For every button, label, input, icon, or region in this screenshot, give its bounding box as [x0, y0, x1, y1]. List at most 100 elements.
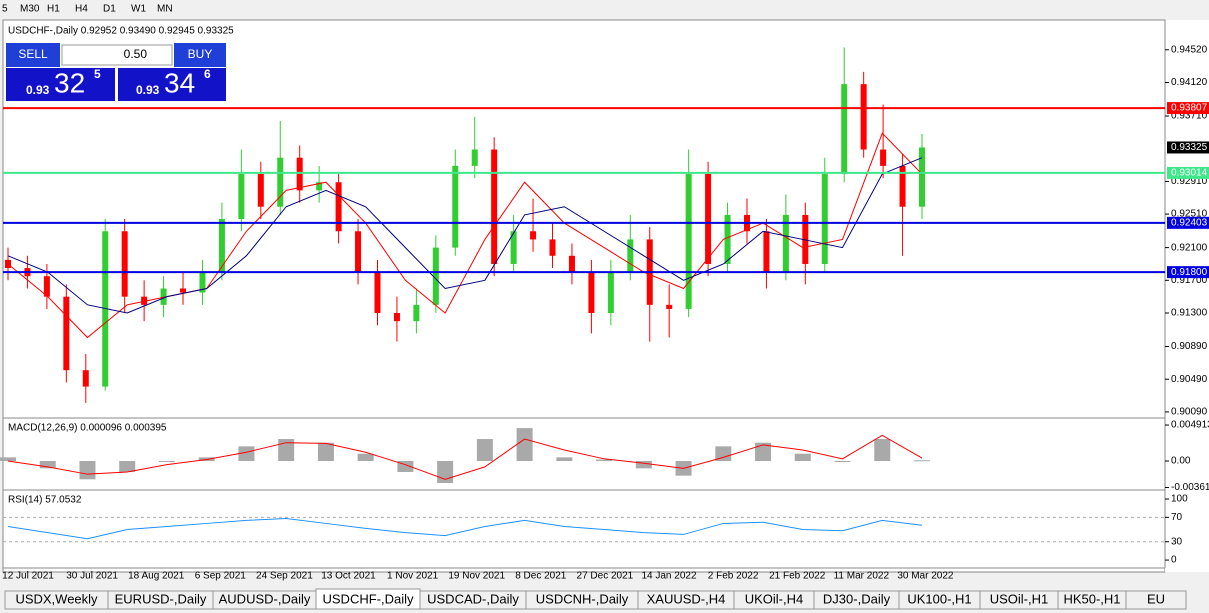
macd-bar: [397, 461, 414, 472]
y-tick-label: 30: [1171, 536, 1183, 547]
timeframe-button[interactable]: 5: [2, 4, 8, 15]
tab[interactable]: [1125, 590, 1187, 610]
y-tick-label: 0.93710: [1171, 111, 1208, 122]
candle-body: [199, 272, 206, 293]
level-label: 0.93014: [1171, 168, 1208, 179]
timeframe-button[interactable]: M30: [20, 4, 40, 15]
candle-body: [705, 174, 712, 264]
ask-pips: 34: [164, 67, 195, 98]
candle-body: [666, 304, 673, 309]
sell-button[interactable]: [6, 43, 60, 67]
candle-body: [568, 255, 575, 273]
candle-body: [491, 149, 498, 264]
moving-average: [7, 132, 923, 339]
y-tick-label: 70: [1171, 512, 1183, 523]
tab-label: EU: [1147, 591, 1165, 606]
candle-body: [782, 214, 789, 273]
last-price-tag: [1167, 141, 1209, 154]
x-tick-label: 24 Sep 2021: [256, 571, 313, 582]
x-tick-label: 1 Nov 2021: [387, 571, 439, 582]
tab-label: DJ30-,Daily: [823, 591, 891, 606]
candle-body: [588, 272, 595, 314]
tab-label: USDCHF-,Daily: [323, 591, 415, 606]
candle-body: [238, 174, 245, 219]
level-tag: [1167, 102, 1209, 115]
x-tick-label: 12 Jul 2021: [2, 571, 54, 582]
level-label: 0.92403: [1171, 217, 1208, 228]
y-tick-label: 0: [1171, 555, 1177, 566]
x-tick-label: 18 Aug 2021: [128, 571, 185, 582]
tab-label: AUDUSD-,Daily: [219, 591, 311, 606]
y-tick-label: 0.92510: [1171, 209, 1208, 220]
y-tick-label: 0.92100: [1171, 242, 1208, 253]
y-tick-label: 0.90090: [1171, 407, 1208, 418]
candle-body: [899, 165, 906, 207]
y-tick-label: 100: [1171, 494, 1188, 505]
candle-body: [549, 239, 556, 256]
y-tick-label: 0.94520: [1171, 44, 1208, 55]
candle-body: [860, 84, 867, 150]
candle-body: [821, 174, 828, 264]
level-label: 0.93807: [1171, 103, 1208, 114]
ask-box[interactable]: [118, 68, 226, 101]
timeframe-button[interactable]: D1: [103, 4, 116, 15]
candle-body: [180, 288, 187, 293]
timeframe-button[interactable]: H1: [47, 4, 60, 15]
tab-label: UKOil-,H4: [745, 591, 804, 606]
level-label: 0.91800: [1171, 267, 1208, 278]
candle-body: [763, 231, 770, 273]
candle-body: [413, 304, 420, 322]
lot-input[interactable]: [61, 44, 173, 66]
y-tick-label: 0.90490: [1171, 374, 1208, 385]
macd-bar: [715, 446, 732, 462]
ask-point: 6: [204, 67, 211, 81]
bid-box[interactable]: [6, 68, 115, 101]
macd-bar: [794, 453, 811, 462]
timeframe-button[interactable]: H4: [75, 4, 88, 15]
bid-pips: 32: [54, 67, 85, 98]
macd-bar: [635, 461, 652, 469]
candle-body: [510, 231, 517, 264]
x-tick-label: 6 Sep 2021: [195, 571, 247, 582]
candle-body: [277, 157, 284, 207]
candle-body: [880, 149, 887, 166]
candle-body: [530, 231, 537, 240]
macd-bar: [39, 461, 56, 469]
level-tag: [1167, 216, 1209, 229]
x-tick-label: 11 Mar 2022: [834, 571, 890, 582]
candle-body: [919, 147, 925, 207]
x-tick-label: 19 Nov 2021: [448, 571, 505, 582]
x-tick-label: 30 Jul 2021: [66, 571, 118, 582]
candle-body: [82, 370, 89, 387]
macd-signal: [7, 434, 923, 480]
buy-button[interactable]: [174, 43, 226, 67]
macd-bar: [158, 461, 175, 463]
y-tick-label: 0.90890: [1171, 341, 1208, 352]
y-tick-label: 0.00: [1171, 456, 1191, 467]
x-tick-label: 21 Feb 2022: [769, 571, 826, 582]
candle-body: [841, 84, 848, 175]
macd-title: MACD(12,26,9) 0.000096 0.000395: [8, 423, 167, 434]
tab-label: USDCAD-,Daily: [427, 591, 519, 606]
y-tick-label: 0.94120: [1171, 77, 1208, 88]
bid-big: 0.93: [26, 83, 50, 97]
macd-bar: [0, 457, 16, 462]
candle-body: [121, 231, 128, 297]
candle-body: [43, 276, 50, 297]
macd-bar: [596, 459, 613, 462]
rsi-title: RSI(14) 57.0532: [8, 495, 82, 506]
tab-label: XAUUSD-,H4: [647, 591, 726, 606]
chart-title: USDCHF-,Daily 0.92952 0.93490 0.92945 0.…: [8, 26, 234, 37]
x-tick-label: 27 Dec 2021: [577, 571, 634, 582]
candle-body: [316, 182, 323, 191]
macd-bar: [914, 460, 930, 462]
timeframe-button[interactable]: MN: [157, 4, 173, 15]
macd-bar: [556, 457, 573, 462]
lot-value: 0.50: [124, 47, 148, 61]
timeframe-button[interactable]: W1: [131, 4, 146, 15]
macd-bar: [317, 442, 334, 462]
tab-label: HK50-,H1: [1063, 591, 1120, 606]
tab-label: EURUSD-,Daily: [115, 591, 207, 606]
